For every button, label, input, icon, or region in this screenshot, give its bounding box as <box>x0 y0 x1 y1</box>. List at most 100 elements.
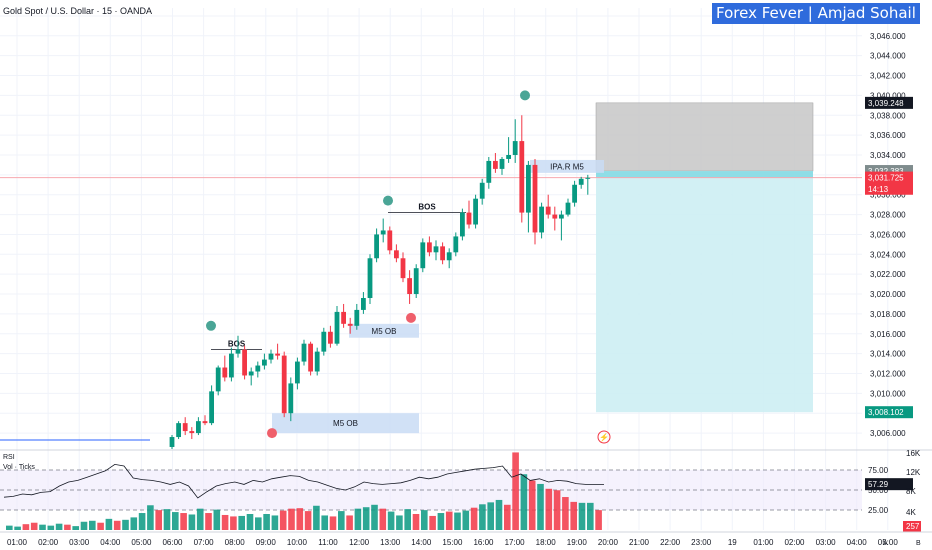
candle-body <box>440 246 445 261</box>
candle-body <box>288 383 294 414</box>
volume-bar <box>454 512 461 530</box>
y-tick-label: 3,028.000 <box>870 211 906 220</box>
entry-band <box>596 171 813 178</box>
volume-bar <box>196 508 204 530</box>
volume-bar <box>570 501 577 530</box>
volume-bar <box>80 521 88 530</box>
volume-badge-label: 257 <box>906 522 920 531</box>
volume-bar <box>313 505 320 530</box>
y-tick-label: 3,020.000 <box>870 290 906 299</box>
x-tick-label: 08:00 <box>225 538 246 547</box>
y-tick-label: 3,022.000 <box>870 270 906 279</box>
volume-bar <box>246 514 254 530</box>
price-badge-label: 3,032.383 <box>868 167 904 176</box>
candle-body <box>532 164 538 233</box>
swing-high-marker <box>383 195 393 206</box>
y-tick-label: 3,042.000 <box>870 72 906 81</box>
candle-body <box>295 361 300 384</box>
x-tick-label: 03:00 <box>816 538 837 547</box>
order-block-label: M5 OB <box>372 327 397 336</box>
volume-bar <box>462 510 470 530</box>
volume-bar <box>130 517 138 530</box>
volume-bar <box>595 510 602 530</box>
volume-label: Vol · Ticks <box>3 464 35 471</box>
x-tick-label: 22:00 <box>660 538 681 547</box>
brand-banner: Forex Fever | Amjad Sohail <box>712 3 920 24</box>
auto-scale-toggle[interactable]: A <box>883 540 888 547</box>
y-tick-label: 3,018.000 <box>870 310 906 319</box>
y-tick-label: 3,006.000 <box>870 429 906 438</box>
volume-bar <box>47 525 55 530</box>
symbol-title: Gold Spot / U.S. Dollar · 15 · OANDA <box>3 6 153 16</box>
volume-bar <box>537 483 544 530</box>
volume-bar <box>180 513 187 530</box>
candle-body <box>479 182 485 199</box>
volume-bar <box>279 510 287 530</box>
x-tick-label: 05:00 <box>131 538 152 547</box>
volume-bar <box>429 515 436 530</box>
volume-bar <box>421 510 428 530</box>
volume-bar <box>147 505 154 530</box>
volume-bar <box>205 513 212 530</box>
candle-body <box>387 230 393 251</box>
candle-body <box>328 331 333 344</box>
volume-tick-label: 16K <box>906 449 921 458</box>
candle-body <box>242 349 247 376</box>
volume-bar <box>105 518 113 530</box>
candle-body <box>453 236 459 253</box>
x-tick-label: 04:00 <box>100 538 121 547</box>
volume-bar <box>371 504 378 530</box>
candle-body <box>196 421 201 434</box>
candle-body <box>361 298 366 310</box>
candle-body <box>499 158 505 169</box>
x-tick-label: 16:00 <box>473 538 494 547</box>
volume-bar <box>553 490 561 530</box>
y-tick-label: 3,034.000 <box>870 151 906 160</box>
swing-low-marker <box>406 312 416 323</box>
candle-body <box>539 206 544 233</box>
candle-body <box>526 164 531 213</box>
alert-icon <box>597 430 611 444</box>
order-block-zone <box>349 323 419 338</box>
volume-bar <box>39 524 46 530</box>
volume-bar <box>271 515 279 530</box>
candle-body <box>512 141 518 155</box>
volume-bar <box>479 504 486 530</box>
volume-bar <box>155 510 162 530</box>
volume-bar <box>338 511 345 530</box>
volume-bar <box>504 504 511 530</box>
x-tick-label: 11:00 <box>318 538 338 547</box>
log-scale-toggle[interactable]: B <box>916 540 921 547</box>
volume-bar <box>329 516 337 530</box>
volume-bar <box>528 480 536 530</box>
y-tick-label: 3,030.000 <box>870 191 906 200</box>
volume-bar <box>64 524 71 530</box>
candle-body <box>552 214 558 219</box>
candle-body <box>354 309 360 326</box>
candle-body <box>347 323 353 326</box>
x-tick-label: 17:00 <box>505 538 526 547</box>
rsi-tick-label: 25.00 <box>868 506 889 515</box>
volume-bar <box>562 497 569 530</box>
candle-body <box>446 252 452 261</box>
volume-bar <box>495 499 503 530</box>
candle-body <box>374 234 379 259</box>
bos-label: BOS <box>418 203 436 212</box>
volume-bar <box>362 507 370 530</box>
x-tick-label: 15:00 <box>442 538 463 547</box>
y-tick-label: 3,046.000 <box>870 32 906 41</box>
candle-body <box>255 365 261 372</box>
volume-bar <box>238 515 245 530</box>
candle-body <box>466 212 472 225</box>
volume-bar <box>22 524 30 530</box>
x-tick-label: 20:00 <box>598 538 619 547</box>
candle-body <box>394 250 399 259</box>
candle-body <box>281 355 287 414</box>
candle-body <box>572 184 577 203</box>
candle-body <box>427 242 432 253</box>
candle-body <box>248 371 254 376</box>
volume-tick-label: 12K <box>906 468 921 477</box>
candle-body <box>578 178 584 185</box>
volume-bar <box>587 502 594 530</box>
